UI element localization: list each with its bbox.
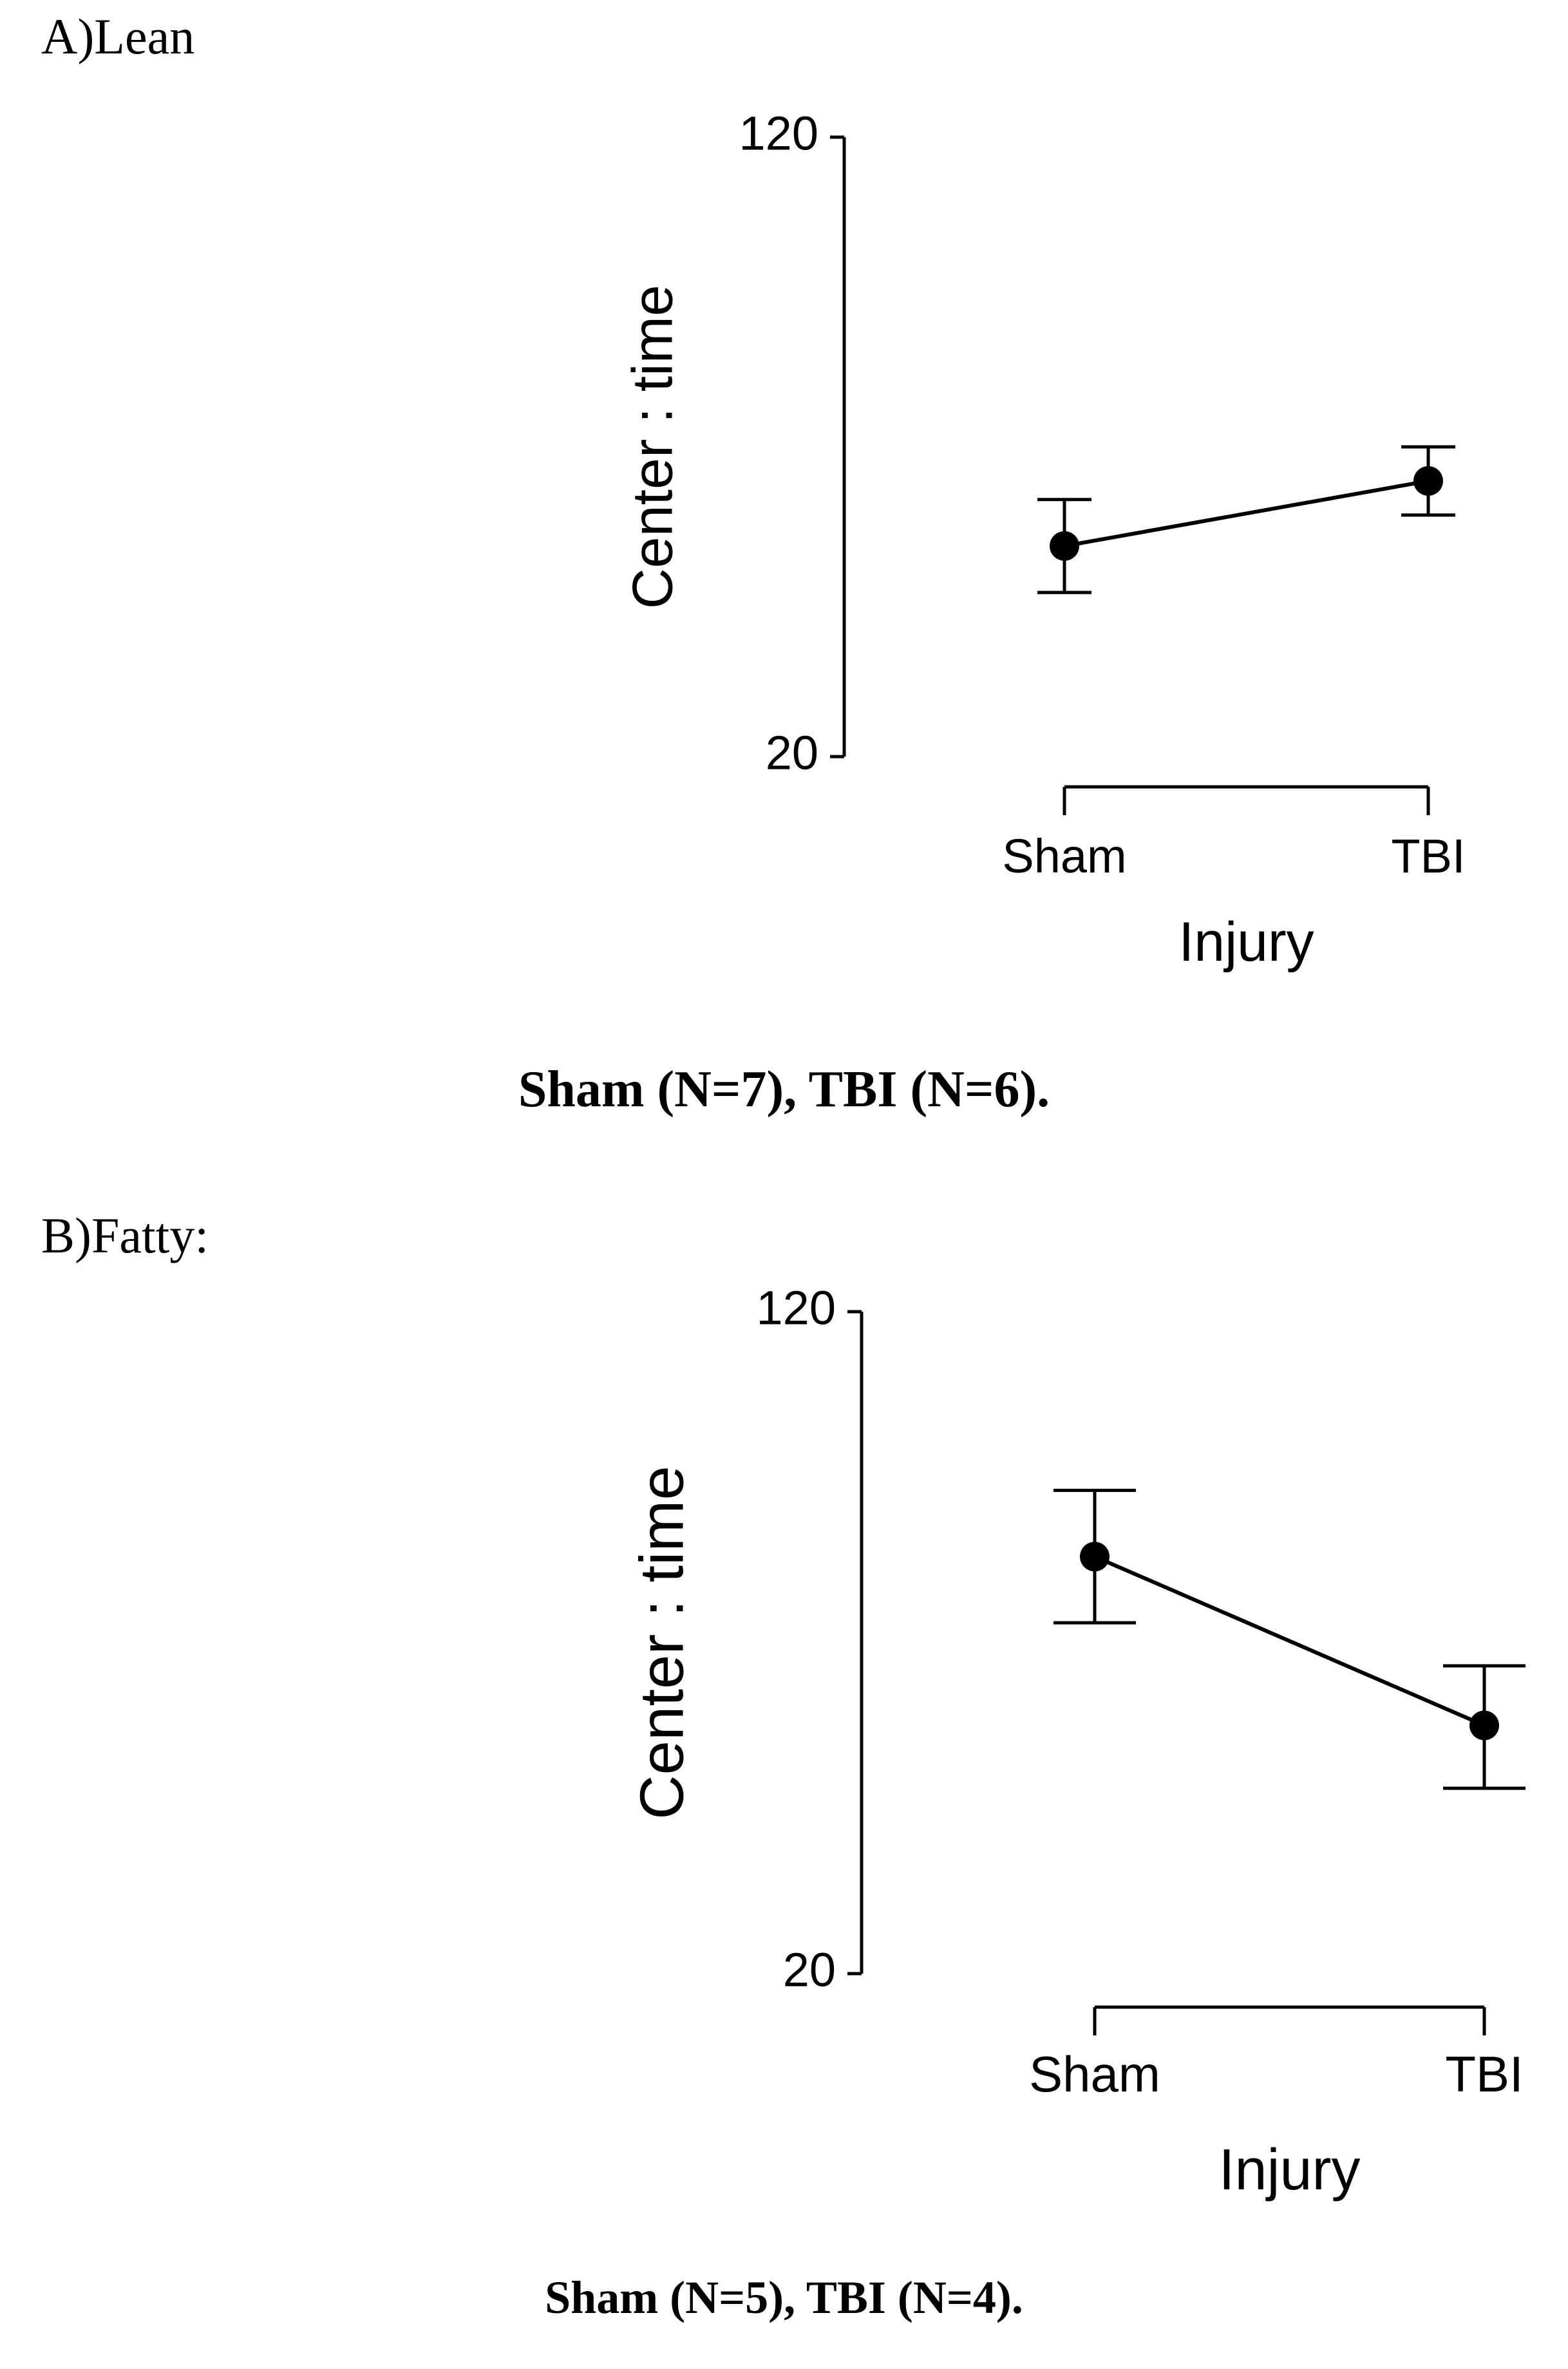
chart-a-x-tick-label-tbi: TBI — [1391, 829, 1465, 883]
chart-b-fatty: 20 120 Center : time Sham TBI Injury — [627, 1281, 1525, 2202]
chart-b-x-axis-label: Injury — [1218, 2138, 1360, 2202]
chart-a-x-tick-label-sham: Sham — [1002, 829, 1126, 883]
chart-a-series-line — [1064, 478, 1429, 548]
chart-a-x-axis-label: Injury — [1178, 911, 1314, 973]
chart-b-x-tick-label-tbi: TBI — [1445, 2046, 1523, 2102]
chart-a-y-tick-label-20: 20 — [766, 726, 818, 780]
panel-a-caption: Sham (N=7), TBI (N=6). — [518, 1061, 1050, 1118]
chart-a-y-axis-label: Center : time — [620, 285, 684, 609]
chart-a-point-tbi — [1413, 466, 1443, 496]
chart-b-y-tick-label-20: 20 — [783, 1943, 836, 1997]
chart-b-x-tick-label-sham: Sham — [1029, 2046, 1160, 2102]
chart-a-y-tick-label-120: 120 — [739, 107, 818, 160]
chart-b-y-tick-label-120: 120 — [757, 1281, 836, 1335]
panel-a-label: A)Lean — [41, 8, 195, 64]
chart-a-point-sham — [1050, 531, 1079, 561]
chart-b-y-axis-label: Center : time — [627, 1466, 696, 1820]
panel-b-caption: Sham (N=5), TBI (N=4). — [545, 2272, 1023, 2323]
panel-b-label: B)Fatty: — [41, 1207, 209, 1263]
chart-b-point-tbi — [1469, 1710, 1499, 1741]
chart-a-lean: 20 120 Center : time Sham TBI Injury — [620, 107, 1465, 973]
chart-b-point-sham — [1080, 1542, 1110, 1572]
chart-b-series-line — [1093, 1554, 1486, 1728]
